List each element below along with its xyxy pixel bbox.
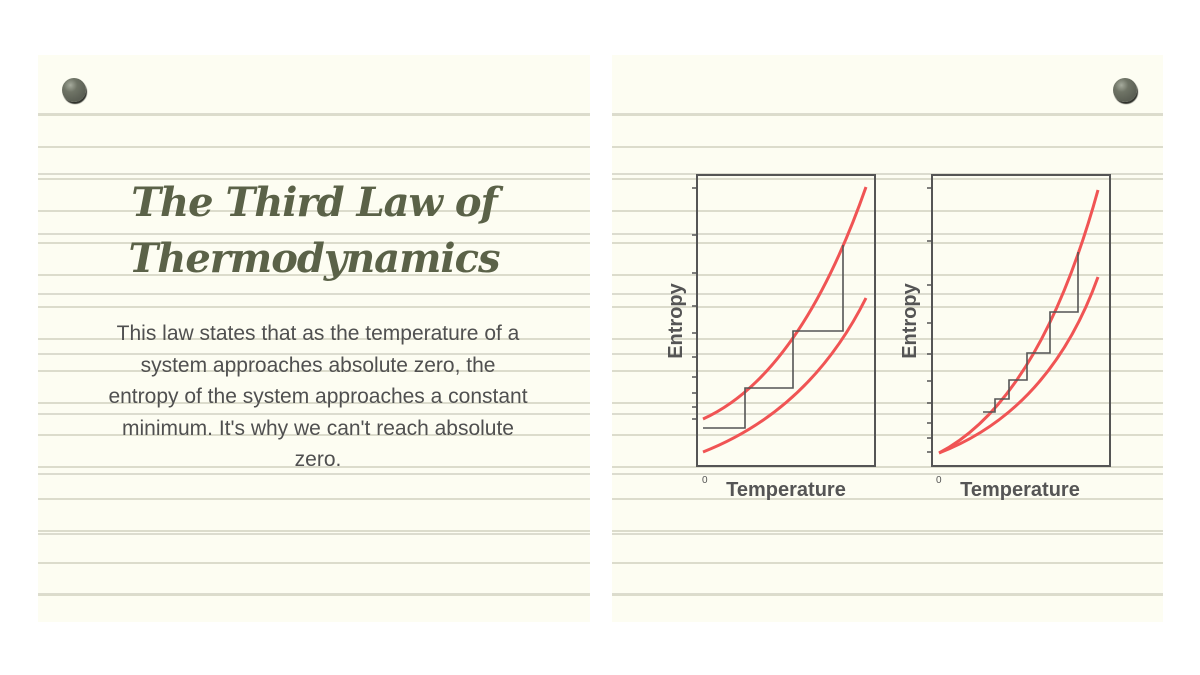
ruled-line bbox=[612, 274, 1163, 276]
diagram-card bbox=[612, 55, 1163, 622]
ruled-line bbox=[612, 530, 1163, 532]
body-text: This law states that as the temperature … bbox=[108, 322, 528, 471]
ruled-line bbox=[38, 594, 590, 596]
ruled-line bbox=[612, 498, 1163, 500]
plot-frame bbox=[696, 174, 876, 467]
ruled-line bbox=[612, 146, 1163, 148]
ruled-line bbox=[612, 178, 1163, 180]
upper-curve bbox=[702, 186, 868, 421]
pin-icon bbox=[62, 78, 86, 102]
ruled-line bbox=[38, 562, 590, 564]
plot-frame bbox=[931, 174, 1111, 467]
lower-curve bbox=[938, 276, 1100, 455]
page-title: The Third Law of Thermodynamics bbox=[38, 175, 590, 287]
ruled-line bbox=[612, 402, 1163, 404]
diagram-1: 0 Temperature Entropy bbox=[665, 174, 876, 501]
ruled-line bbox=[612, 210, 1163, 212]
diagram-2: 0 Temperature Entropy bbox=[899, 174, 1111, 501]
ruled-line bbox=[38, 466, 590, 468]
ruled-line bbox=[38, 530, 590, 532]
pin-icon bbox=[1113, 78, 1137, 102]
ruled-line bbox=[612, 338, 1163, 340]
ruled-line bbox=[38, 434, 590, 436]
ruled-line bbox=[612, 370, 1163, 372]
ruled-lines bbox=[38, 55, 590, 622]
origin-label: 0 bbox=[702, 475, 708, 486]
ruled-line bbox=[38, 402, 590, 404]
y-axis-label: Entropy bbox=[665, 282, 687, 358]
title-line-1: The Third Law of bbox=[131, 179, 498, 226]
origin-label: 0 bbox=[936, 475, 942, 486]
ruled-line bbox=[612, 466, 1163, 468]
y-ticks bbox=[692, 187, 697, 420]
ruled-line bbox=[38, 306, 590, 308]
ruled-line bbox=[612, 434, 1163, 436]
ruled-line bbox=[38, 274, 590, 276]
y-axis-label: Entropy bbox=[899, 282, 921, 358]
ruled-line bbox=[612, 562, 1163, 564]
x-axis-label: Temperature bbox=[960, 479, 1080, 501]
lower-curve bbox=[702, 297, 868, 454]
upper-curve bbox=[938, 189, 1100, 455]
ruled-line bbox=[38, 370, 590, 372]
ruled-line bbox=[612, 306, 1163, 308]
cooling-steps bbox=[703, 245, 844, 429]
ruled-line bbox=[38, 338, 590, 340]
cooling-steps bbox=[983, 252, 1079, 413]
ruled-line bbox=[612, 114, 1163, 116]
ruled-line bbox=[612, 594, 1163, 596]
ruled-line bbox=[38, 498, 590, 500]
y-ticks bbox=[927, 187, 932, 453]
ruled-line bbox=[38, 178, 590, 180]
x-axis-label: Temperature bbox=[726, 479, 846, 501]
ruled-line bbox=[38, 146, 590, 148]
title-line-2: Thermodynamics bbox=[128, 235, 501, 282]
text-card: The Third Law of Thermodynamics This law… bbox=[38, 55, 590, 622]
ruled-line bbox=[612, 242, 1163, 244]
ruled-line bbox=[38, 210, 590, 212]
ruled-line bbox=[38, 242, 590, 244]
ruled-line bbox=[38, 114, 590, 116]
ruled-lines bbox=[612, 55, 1163, 622]
